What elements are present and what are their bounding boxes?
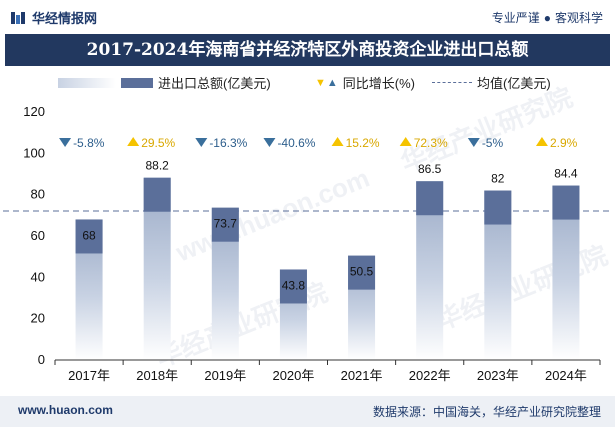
- x-tick-2020年: 2020年: [272, 368, 314, 383]
- growth-marker-2022年: [399, 137, 412, 146]
- legend-total-swatch-dark: [121, 77, 153, 88]
- x-tick-2019年: 2019年: [204, 368, 246, 383]
- tagline-right: 客观科学: [554, 11, 603, 25]
- chart-title: 2017-2024年海南省并经济特区外商投资企业进出口总额: [5, 34, 610, 66]
- bar-cap-2019年: [211, 207, 239, 242]
- footer: www.huaon.com 数据来源：中国海关，华经产业研究院整理: [0, 396, 615, 427]
- logo-icon: [11, 11, 25, 24]
- bar-cap-2020年: [279, 269, 307, 304]
- legend-yoy: ▼ ▲ 同比增长(%): [315, 73, 415, 92]
- x-tick-2017年: 2017年: [68, 368, 110, 383]
- growth-label-2024年: 2.9%: [550, 136, 578, 150]
- growth-label-2019年: -16.3%: [209, 136, 247, 150]
- bar-cap-2024年: [552, 185, 580, 220]
- bars-layer: [75, 177, 580, 360]
- growth-label-2017年: -5.8%: [73, 136, 105, 150]
- y-tick-20: 20: [31, 311, 45, 326]
- triangle-down-icon: ▲: [326, 76, 338, 89]
- chart-svg: 2017年 2018年 2019年 2020年 2021年 2022年 2023年 2024年…: [3, 104, 610, 383]
- axes-layer: 2017年 2018年 2019年 2020年 2021年 2022年 2023年 2024年…: [23, 104, 601, 383]
- tagline-left: 专业严谨: [491, 11, 540, 25]
- x-tick-2022年: 2022年: [409, 368, 451, 383]
- y-tick-80: 80: [31, 187, 45, 202]
- legend-total-swatch-light: [58, 77, 116, 88]
- y-tick-100: 100: [23, 145, 45, 160]
- growth-marker-2020年: [263, 138, 276, 147]
- y-tick-40: 40: [31, 269, 45, 284]
- legend-total: 进出口总额(亿美元): [58, 73, 271, 92]
- growth-marker-2018年: [127, 137, 140, 146]
- value-label-2019年: 73.7: [214, 217, 238, 231]
- growth-marker-2024年: [535, 137, 548, 146]
- triangle-up-icon: ▼: [315, 76, 326, 89]
- footer-source: 数据来源：中国海关，华经产业研究院整理: [372, 405, 601, 419]
- x-tick-2024年: 2024年: [545, 368, 587, 383]
- tagline-separator: ●: [543, 11, 551, 25]
- value-label-2020年: 43.8: [282, 278, 306, 292]
- value-label-2018年: 88.2: [146, 159, 170, 173]
- labels-layer: -5.8% 68 29.5% 88.2 -16.3% 73.7 -40.6% 43.8 15.2…: [59, 136, 578, 292]
- x-tick-2021年: 2021年: [341, 368, 383, 383]
- legend-avg-label: 均值(亿美元): [477, 76, 551, 91]
- bar-cap-2022年: [416, 181, 444, 216]
- value-label-2021年: 50.5: [350, 265, 374, 279]
- brand-logo[interactable]: 华经情报网: [10, 8, 97, 27]
- bar-cap-2017年: [75, 219, 103, 254]
- logo-text: 华经情报网: [32, 11, 98, 26]
- growth-marker-2019年: [195, 138, 208, 147]
- bar-cap-2018年: [143, 177, 171, 212]
- value-label-2022年: 86.5: [418, 162, 442, 176]
- growth-label-2021年: 15.2%: [346, 136, 380, 150]
- bar-cap-2023年: [484, 190, 512, 225]
- legend-total-label: 进出口总额(亿美元): [158, 76, 271, 91]
- growth-label-2020年: -40.6%: [277, 136, 315, 150]
- tagline: 专业严谨 ● 客观科学: [492, 9, 603, 26]
- footer-url-link[interactable]: www.huaon.com: [18, 403, 113, 417]
- x-tick-2023年: 2023年: [477, 368, 519, 383]
- value-label-2024年: 84.4: [554, 167, 578, 181]
- legend-avg-dash: [432, 82, 472, 83]
- growth-marker-2017年: [59, 138, 72, 147]
- value-label-2017年: 68: [82, 228, 96, 242]
- value-label-2023年: 82: [491, 172, 505, 186]
- top-header: 华经情报网 专业严谨 ● 客观科学: [0, 0, 615, 34]
- x-tick-2018年: 2018年: [136, 368, 178, 383]
- growth-marker-2021年: [331, 137, 344, 146]
- y-tick-0: 0: [38, 352, 45, 367]
- growth-marker-2023年: [467, 138, 480, 147]
- growth-label-2022年: 72.3%: [414, 136, 448, 150]
- growth-label-2023年: -5%: [482, 136, 504, 150]
- y-tick-60: 60: [31, 228, 45, 243]
- bar-cap-2021年: [348, 255, 376, 290]
- chart-legend: 进出口总额(亿美元) ▼ ▲ 同比增长(%) 均值(亿美元): [0, 70, 615, 92]
- growth-label-2018年: 29.5%: [141, 136, 175, 150]
- legend-yoy-label: 同比增长(%): [342, 76, 415, 91]
- y-tick-120: 120: [23, 104, 45, 119]
- legend-avg: 均值(亿美元): [432, 73, 551, 92]
